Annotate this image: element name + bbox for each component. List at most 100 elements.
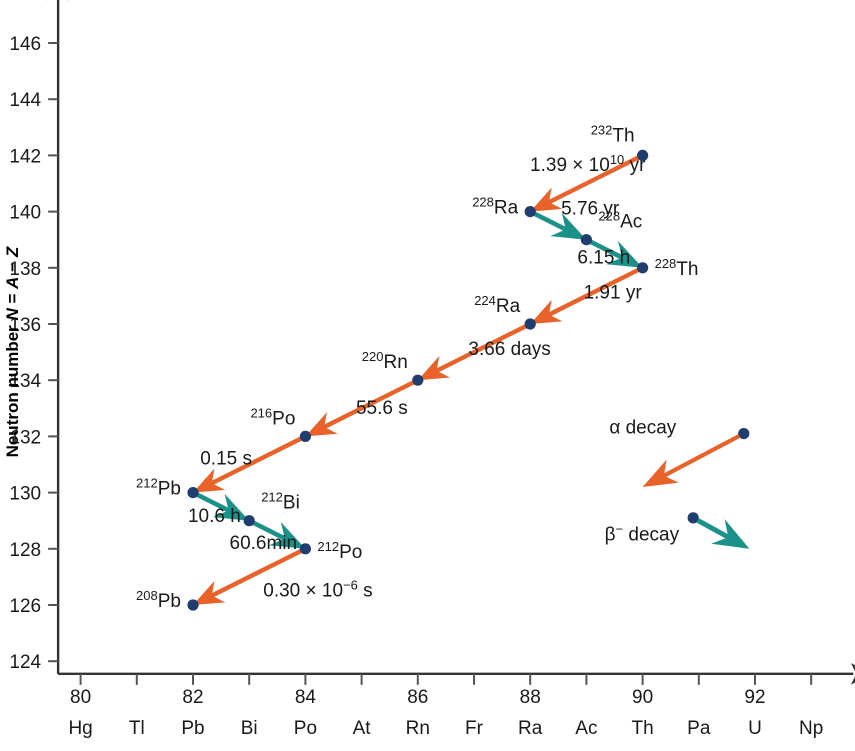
decay-th232-ra228-head xyxy=(530,187,563,212)
decay-pb212-bi212-head xyxy=(212,493,250,521)
decay-rn220-po216-shaft xyxy=(323,380,415,429)
nuclide-point-pb208 xyxy=(187,599,199,611)
decay-arrow-beta-ra228-to-ac228 xyxy=(533,211,587,240)
half-life-label-bi212-to-po212: 60.6min xyxy=(230,533,298,554)
nuclide-points xyxy=(187,149,649,611)
nuclide-symbol: Pb xyxy=(158,591,181,612)
x-axis-element-label: Tl xyxy=(129,718,145,739)
decay-th228-ra224-head xyxy=(530,299,563,324)
nuclide-symbol: Pb xyxy=(158,479,181,500)
y-axis-tick-label: 134 xyxy=(9,371,41,392)
x-axis-number-label: 90 xyxy=(632,687,653,708)
chart-legend: α decay β− decay xyxy=(605,418,750,549)
nuclide-label-th232: 232Th xyxy=(591,122,635,147)
nuclide-symbol: Bi xyxy=(283,493,300,514)
legend-arrow-beta-decay xyxy=(696,518,750,549)
decay-th232-ra228-shaft xyxy=(547,155,640,205)
x-axis-element-label: Pb xyxy=(181,718,204,739)
x-axis-element-label: Po xyxy=(294,718,317,739)
nuclide-symbol: Po xyxy=(272,408,295,429)
decay-rn220-po216-head xyxy=(305,412,338,437)
y-axis-tick-label: 142 xyxy=(9,146,41,167)
nuclide-point-th232 xyxy=(637,149,649,161)
nuclide-mass-number: 228 xyxy=(472,194,494,209)
y-axis-tick-label: 132 xyxy=(9,427,41,448)
x-axis-element-label: Rn xyxy=(406,718,430,739)
half-life-labels: 1.39 × 1010 yr 5.76 yr 6.15 h 1.91 yr 3.66 d… xyxy=(188,151,646,601)
axis-titles: Atomic number Z Neutron number N = A − Z xyxy=(3,246,516,751)
y-axis-tick-label: 138 xyxy=(9,259,41,280)
x-axis-element-label: Bi xyxy=(241,718,258,739)
nuclide-mass-number: 220 xyxy=(362,349,384,364)
y-axis-tick-label: 144 xyxy=(9,90,41,111)
legend-alpha-decay-shaft xyxy=(662,434,741,478)
decay-po216-pb212-head xyxy=(193,468,226,493)
x-axis-number-label: 92 xyxy=(744,687,765,708)
nuclide-label-ra228: 228Ra xyxy=(472,194,518,219)
nuclide-label-ra224: 224Ra xyxy=(474,293,520,318)
x-axis-element-label: At xyxy=(353,718,372,739)
nuclide-point-th228 xyxy=(637,262,649,274)
nuclide-label-rn220: 220Rn xyxy=(362,349,408,374)
legend-dot-beta-decay xyxy=(687,512,699,524)
half-life-label-po212-to-pb208: 0.30 × 10−6 s xyxy=(263,577,372,602)
nuclide-point-ra228 xyxy=(524,206,536,218)
decay-arrow-alpha-th232-to-ra228 xyxy=(530,155,640,212)
nuclide-symbol: Ac xyxy=(620,212,642,233)
y-axis-tick-label: 136 xyxy=(9,315,41,336)
nuclide-label-po212: 212Po xyxy=(317,538,362,563)
x-axis-element-label: Ac xyxy=(575,718,597,739)
decay-arrow-alpha-rn220-to-po216 xyxy=(305,380,415,437)
decay-po216-pb212-shaft xyxy=(210,436,302,486)
nuclide-point-ra224 xyxy=(524,318,536,330)
y-axis-tick-label: 128 xyxy=(9,540,41,561)
x-axis-element-label: Np xyxy=(799,718,823,739)
decay-ra224-rn220-head xyxy=(417,356,450,381)
axes: 124 126 128 130 132 134 136 138 140 142 144 146 Hg Tl… xyxy=(9,0,855,739)
half-life-label-ra228-to-ac228: 5.76 yr xyxy=(561,198,620,219)
y-axis-tick-label: 124 xyxy=(9,652,41,673)
nuclide-label-pb212: 212Pb xyxy=(136,475,181,500)
x-axis-number-label: 82 xyxy=(182,687,203,708)
decay-arrows xyxy=(193,155,643,605)
x-axis-element-label: Th xyxy=(632,718,654,739)
y-axis-title: Neutron number N = A − Z xyxy=(3,246,22,457)
x-axis-element-label: Fr xyxy=(465,718,484,739)
nuclide-label-po216: 216Po xyxy=(250,405,295,430)
decay-ac228-th228-head xyxy=(606,240,643,268)
nuclide-point-ac228 xyxy=(580,234,593,246)
legend-alpha-decay-head xyxy=(642,459,679,487)
decay-po212-pb208-head xyxy=(193,580,226,605)
decay-po212-pb208-shaft xyxy=(210,549,302,598)
nuclide-mass-number: 212 xyxy=(261,489,283,504)
x-axis-element-label: U xyxy=(748,718,762,739)
decay-bi212-po212-head xyxy=(269,521,306,549)
decay-arrow-beta-ac228-to-th228 xyxy=(589,239,643,268)
legend-dot-alpha-decay xyxy=(738,427,750,440)
nuclide-point-bi212 xyxy=(243,515,255,527)
half-life-label-pb212-to-bi212: 10.6 h xyxy=(188,506,241,527)
decay-bi212-po212-shaft xyxy=(252,520,286,541)
half-life-label-po216-to-pb212: 0.15 s xyxy=(200,449,252,470)
nuclide-symbol: Po xyxy=(339,542,362,563)
y-axis-tick-label: 140 xyxy=(9,203,41,224)
x-axis-number-label: 86 xyxy=(407,687,428,708)
half-life-label-ac228-to-th228: 6.15 h xyxy=(577,248,630,269)
x-axis-number-label: 80 xyxy=(70,687,91,708)
x-axis-number-label: 88 xyxy=(520,687,541,708)
half-life-label-ra224-to-rn220: 3.66 days xyxy=(468,339,550,360)
x-axis-title: Atomic number Z xyxy=(376,749,516,751)
y-axis-tick-label: 130 xyxy=(9,484,41,505)
x-axis-number-label: 84 xyxy=(295,687,317,708)
nuclide-mass-number: 224 xyxy=(474,293,496,308)
nuclide-mass-number: 212 xyxy=(136,475,158,490)
legend-beta-decay-head xyxy=(711,519,750,549)
y-axis-tick-label: 146 xyxy=(9,34,41,55)
decay-arrow-alpha-po216-to-pb212 xyxy=(193,436,302,493)
legend-arrow-alpha-decay xyxy=(642,434,741,487)
decay-arrow-beta-bi212-to-po212 xyxy=(252,520,306,549)
decay-ra228-ac228-shaft xyxy=(533,211,567,232)
